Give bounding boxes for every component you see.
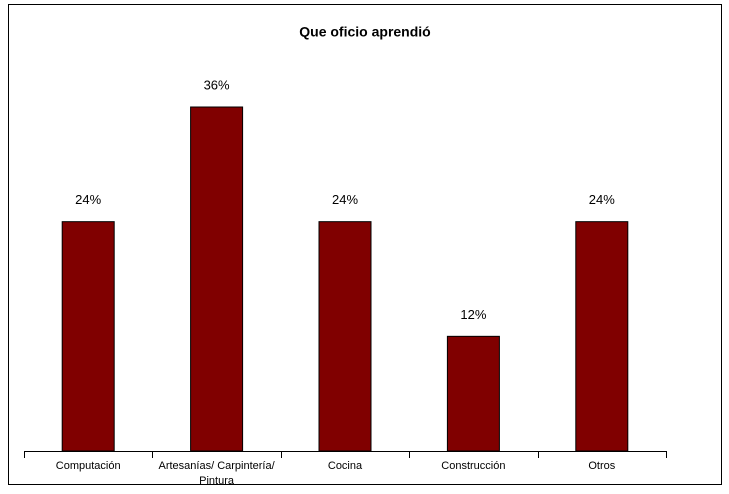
bar xyxy=(575,221,629,452)
bar xyxy=(190,106,244,452)
data-label: 24% xyxy=(332,192,358,207)
x-tick-label: Cocina xyxy=(327,460,363,472)
bar xyxy=(61,221,115,452)
x-tick-label: Artesanías/ Carpintería/ Pintura xyxy=(158,460,275,487)
data-label: 24% xyxy=(589,192,615,207)
x-tick-label: Computación xyxy=(55,460,121,472)
bar xyxy=(446,335,500,452)
x-tick-label: Otros xyxy=(588,460,616,472)
x-tick-label: Construcción xyxy=(441,460,506,472)
data-label: 24% xyxy=(75,192,101,207)
bar xyxy=(318,221,372,452)
data-label: 36% xyxy=(204,77,230,92)
data-label: 12% xyxy=(460,307,486,322)
chart-title: Que oficio aprendió xyxy=(299,24,430,40)
